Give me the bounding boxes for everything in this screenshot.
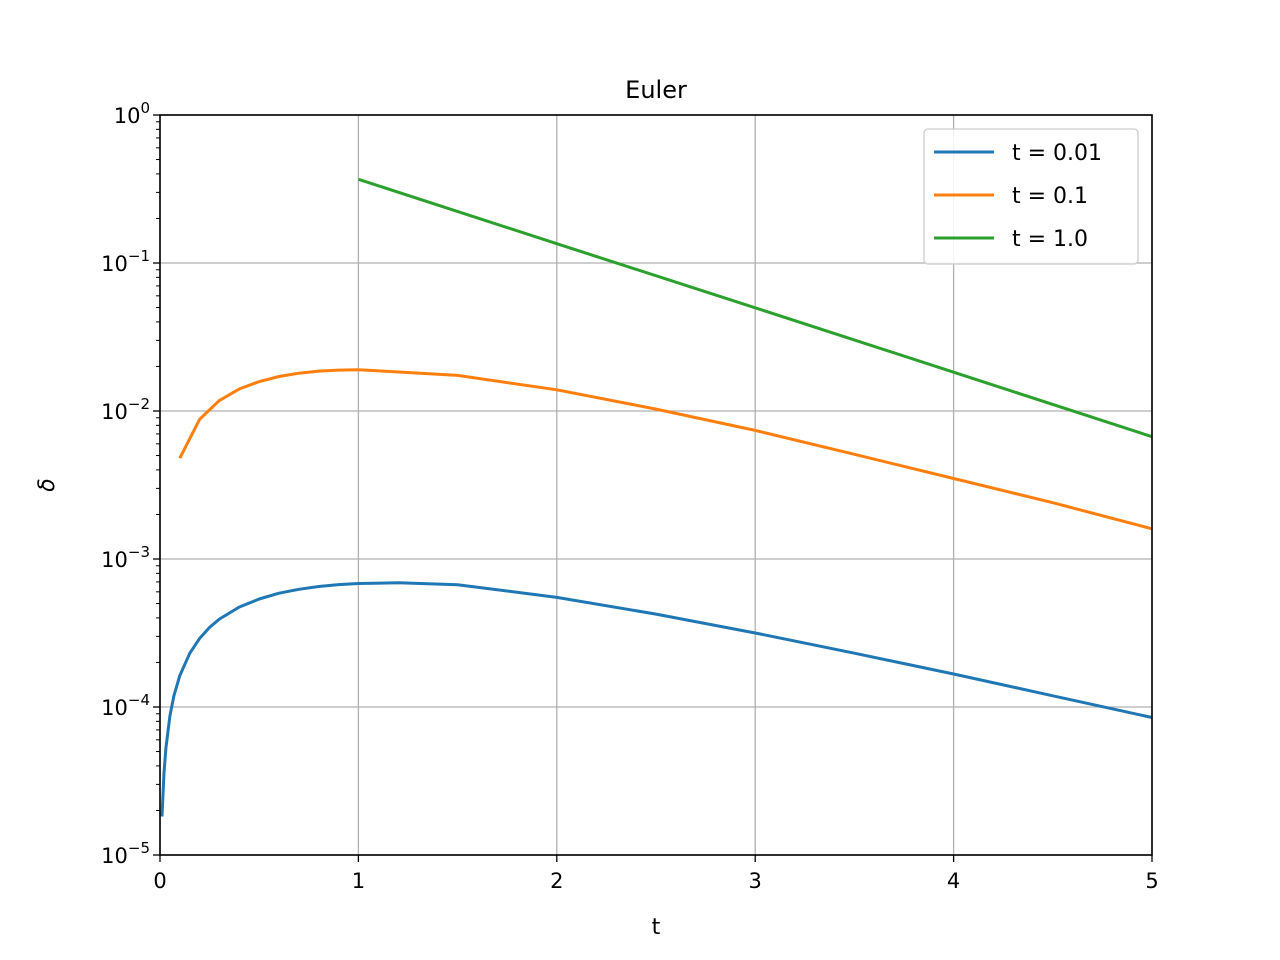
series-line-2 — [178, 368, 1153, 531]
legend-label-2: t = 0.1 — [1012, 184, 1088, 209]
y-tick-label: 10−3 — [101, 543, 150, 572]
y-tick-label: 10−1 — [101, 247, 150, 276]
legend-box — [923, 128, 1139, 265]
x-tick-label: 3 — [749, 869, 762, 893]
legend: t = 0.01 t = 0.1 t = 1.0 — [923, 128, 1139, 265]
chart-title: Euler — [625, 76, 687, 104]
y-tick-label: 100 — [114, 99, 150, 128]
x-tick-label: 0 — [153, 869, 166, 893]
y-axis-ticks: 10−5 10−4 10−3 10−2 10−1 100 — [101, 99, 160, 868]
y-tick-label: 10−4 — [101, 691, 150, 720]
y-axis-label: δ — [35, 478, 60, 491]
plot-frame — [159, 114, 1153, 856]
x-tick-label: 5 — [1145, 869, 1158, 893]
x-tick-label: 1 — [352, 869, 365, 893]
x-tick-label: 2 — [550, 869, 563, 893]
x-axis-ticks: 0 1 2 3 4 5 — [153, 855, 1159, 893]
y-tick-label: 10−2 — [101, 395, 150, 424]
series-line-1 — [160, 581, 1153, 817]
x-axis-label: t — [652, 915, 661, 940]
legend-label-3: t = 1.0 — [1012, 227, 1088, 252]
x-tick-label: 4 — [947, 869, 960, 893]
series-lines — [160, 177, 1153, 817]
legend-label-1: t = 0.01 — [1012, 141, 1102, 166]
y-tick-label: 10−5 — [101, 839, 150, 868]
series-line-3 — [357, 177, 1153, 439]
